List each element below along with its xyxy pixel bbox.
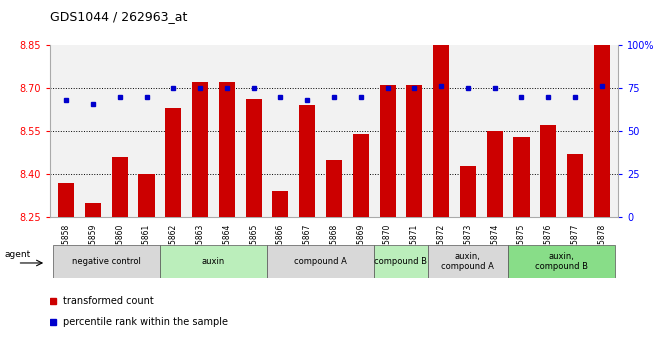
Bar: [112, 157, 128, 217]
Bar: [246, 99, 262, 217]
Text: transformed count: transformed count: [63, 296, 154, 306]
Bar: [165, 108, 181, 217]
Text: compound A: compound A: [294, 257, 347, 266]
Bar: [594, 45, 610, 217]
Bar: [428, 245, 508, 278]
Bar: [379, 85, 395, 217]
Bar: [267, 245, 374, 278]
Bar: [326, 160, 342, 217]
Bar: [53, 245, 160, 278]
Bar: [433, 45, 449, 217]
Bar: [487, 131, 503, 217]
Bar: [219, 82, 235, 217]
Bar: [460, 166, 476, 217]
Bar: [192, 82, 208, 217]
Bar: [138, 174, 154, 217]
Bar: [58, 183, 74, 217]
Text: compound B: compound B: [375, 257, 428, 266]
Bar: [514, 137, 530, 217]
Bar: [540, 125, 556, 217]
Bar: [353, 134, 369, 217]
Text: percentile rank within the sample: percentile rank within the sample: [63, 317, 228, 327]
Bar: [374, 245, 428, 278]
Text: negative control: negative control: [72, 257, 141, 266]
Bar: [160, 245, 267, 278]
Bar: [273, 191, 289, 217]
Text: GDS1044 / 262963_at: GDS1044 / 262963_at: [50, 10, 188, 23]
Text: auxin,
compound A: auxin, compound A: [442, 252, 494, 271]
Bar: [508, 245, 615, 278]
Bar: [85, 203, 101, 217]
Text: auxin,
compound B: auxin, compound B: [535, 252, 588, 271]
Bar: [299, 105, 315, 217]
Bar: [406, 85, 422, 217]
Text: auxin: auxin: [202, 257, 225, 266]
Bar: [567, 154, 583, 217]
Text: agent: agent: [4, 250, 30, 259]
